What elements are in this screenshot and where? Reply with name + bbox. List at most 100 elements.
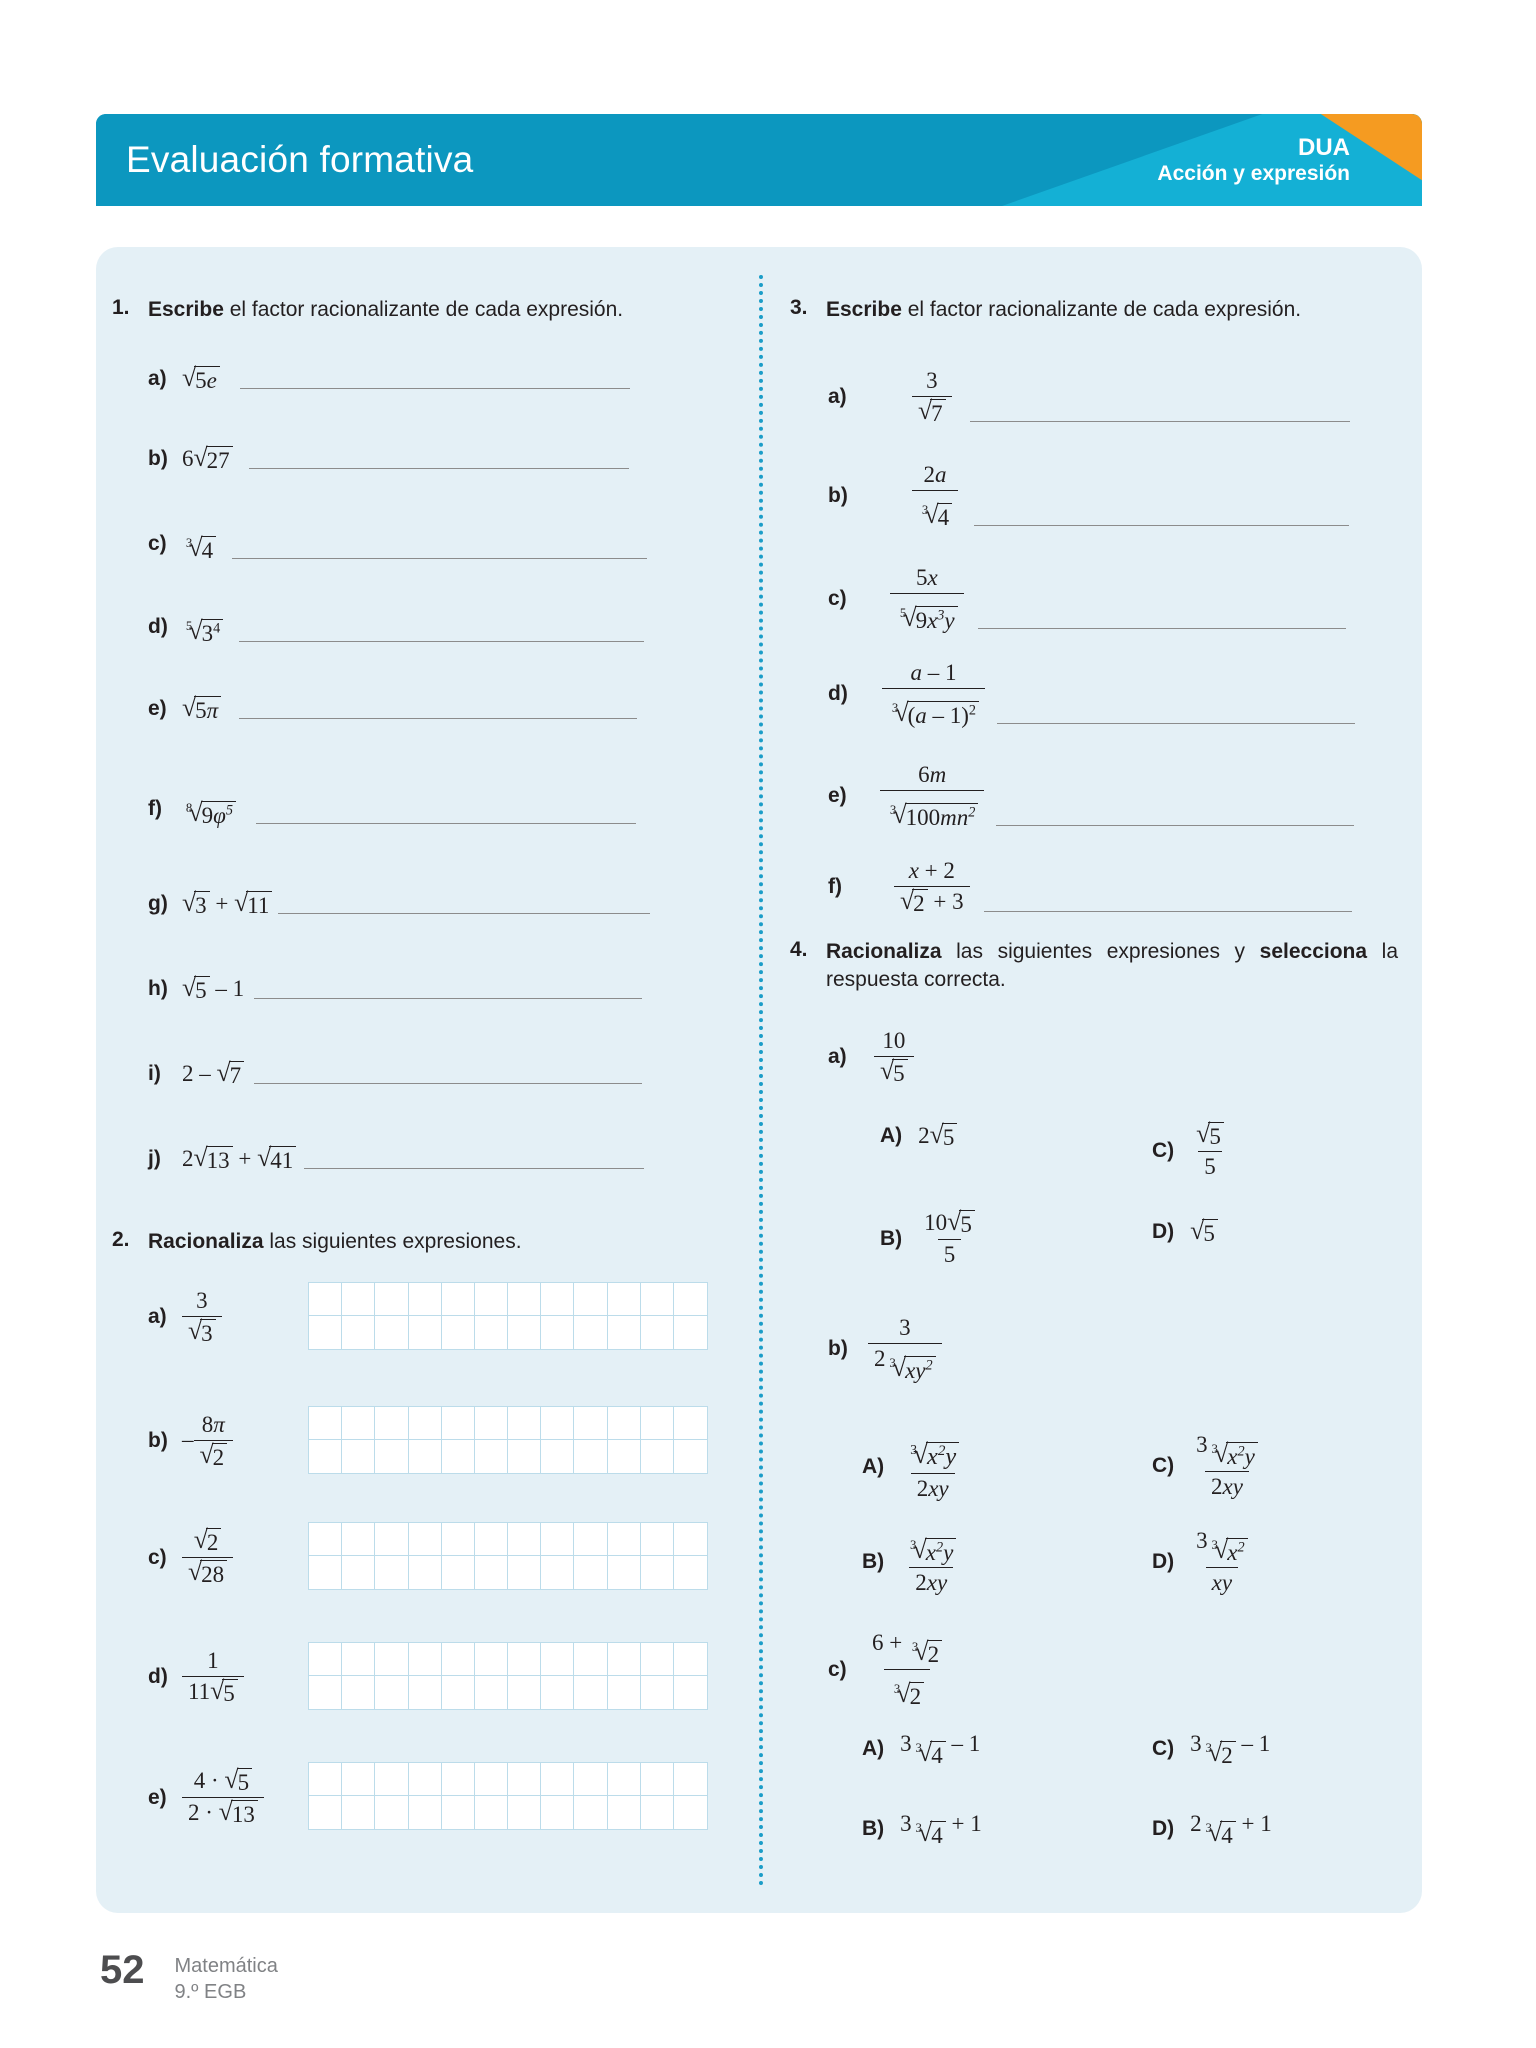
grid-cell[interactable]: [673, 1283, 707, 1316]
grid-cell[interactable]: [574, 1643, 608, 1676]
grid-cell[interactable]: [309, 1796, 343, 1829]
grid-cell[interactable]: [375, 1440, 409, 1473]
option-4a-C[interactable]: C) √ 5 5: [1152, 1120, 1230, 1180]
answer-grid-2d[interactable]: [308, 1642, 708, 1710]
option-4b-D[interactable]: D) 3 3 √ x2 xy: [1152, 1528, 1254, 1596]
grid-cell[interactable]: [574, 1796, 608, 1829]
grid-cell[interactable]: [541, 1440, 575, 1473]
grid-cell[interactable]: [409, 1316, 442, 1349]
grid-cell[interactable]: [508, 1407, 542, 1440]
grid-cell[interactable]: [607, 1523, 641, 1556]
grid-cell[interactable]: [508, 1556, 542, 1589]
grid-cell[interactable]: [375, 1283, 409, 1316]
grid-cell[interactable]: [574, 1407, 608, 1440]
grid-cell[interactable]: [674, 1556, 707, 1589]
grid-cell[interactable]: [641, 1316, 674, 1349]
grid-cell[interactable]: [475, 1556, 508, 1589]
grid-cell[interactable]: [375, 1643, 409, 1676]
grid-cell[interactable]: [475, 1440, 508, 1473]
grid-cell[interactable]: [309, 1643, 343, 1676]
option-4b-B[interactable]: B) 3 √ x2y 2xy: [862, 1528, 962, 1596]
option-4a-A[interactable]: A) 2 √ 5: [880, 1121, 958, 1150]
grid-cell[interactable]: [375, 1316, 409, 1349]
option-4b-A[interactable]: A) 3 √ x2y 2xy: [862, 1432, 965, 1502]
grid-cell[interactable]: [442, 1316, 475, 1349]
grid-cell[interactable]: [342, 1796, 376, 1829]
grid-cell[interactable]: [408, 1523, 442, 1556]
grid-cell[interactable]: [608, 1676, 641, 1709]
answer-line-3b[interactable]: [974, 525, 1350, 527]
grid-cell[interactable]: [508, 1796, 542, 1829]
grid-cell[interactable]: [375, 1763, 409, 1796]
grid-cell[interactable]: [674, 1440, 707, 1473]
grid-cell[interactable]: [309, 1763, 343, 1796]
grid-cell[interactable]: [574, 1556, 608, 1589]
grid-cell[interactable]: [607, 1763, 641, 1796]
grid-cell[interactable]: [342, 1763, 376, 1796]
grid-cell[interactable]: [342, 1643, 376, 1676]
grid-cell[interactable]: [342, 1523, 376, 1556]
answer-line-1h[interactable]: [254, 998, 643, 1000]
answer-line-1a[interactable]: [239, 388, 630, 390]
option-4c-A[interactable]: A) 3 3 √ 4 – 1: [862, 1730, 980, 1768]
grid-cell[interactable]: [442, 1676, 475, 1709]
grid-cell[interactable]: [541, 1523, 575, 1556]
answer-line-3c[interactable]: [977, 628, 1346, 630]
grid-cell[interactable]: [309, 1676, 343, 1709]
grid-cell[interactable]: [442, 1796, 475, 1829]
option-4c-C[interactable]: C) 3 3 √ 2 – 1: [1152, 1730, 1270, 1768]
grid-cell[interactable]: [474, 1283, 508, 1316]
grid-cell[interactable]: [574, 1316, 608, 1349]
grid-cell[interactable]: [309, 1407, 343, 1440]
grid-cell[interactable]: [508, 1316, 542, 1349]
grid-cell[interactable]: [607, 1283, 641, 1316]
grid-cell[interactable]: [474, 1407, 508, 1440]
grid-cell[interactable]: [607, 1643, 641, 1676]
grid-cell[interactable]: [408, 1283, 442, 1316]
grid-cell[interactable]: [574, 1523, 608, 1556]
grid-cell[interactable]: [673, 1643, 707, 1676]
grid-cell[interactable]: [342, 1676, 376, 1709]
grid-cell[interactable]: [474, 1643, 508, 1676]
grid-cell[interactable]: [640, 1407, 674, 1440]
option-4c-B[interactable]: B) 3 3 √ 4 + 1: [862, 1810, 982, 1848]
grid-cell[interactable]: [674, 1316, 707, 1349]
grid-cell[interactable]: [541, 1556, 575, 1589]
answer-grid-2a[interactable]: [308, 1282, 708, 1350]
grid-cell[interactable]: [574, 1676, 608, 1709]
grid-cell[interactable]: [608, 1316, 641, 1349]
grid-cell[interactable]: [574, 1283, 608, 1316]
grid-cell[interactable]: [541, 1763, 575, 1796]
grid-cell[interactable]: [608, 1440, 641, 1473]
grid-cell[interactable]: [574, 1763, 608, 1796]
grid-cell[interactable]: [342, 1440, 376, 1473]
grid-cell[interactable]: [640, 1643, 674, 1676]
grid-cell[interactable]: [342, 1556, 376, 1589]
grid-cell[interactable]: [508, 1440, 542, 1473]
grid-cell[interactable]: [441, 1523, 475, 1556]
option-4c-D[interactable]: D) 2 3 √ 4 + 1: [1152, 1810, 1272, 1848]
grid-cell[interactable]: [607, 1407, 641, 1440]
answer-line-1d[interactable]: [239, 641, 645, 643]
answer-line-3a[interactable]: [969, 421, 1350, 423]
grid-cell[interactable]: [641, 1556, 674, 1589]
grid-cell[interactable]: [640, 1523, 674, 1556]
grid-cell[interactable]: [541, 1283, 575, 1316]
grid-cell[interactable]: [508, 1676, 542, 1709]
grid-cell[interactable]: [508, 1283, 542, 1316]
grid-cell[interactable]: [475, 1796, 508, 1829]
grid-cell[interactable]: [508, 1523, 542, 1556]
grid-cell[interactable]: [508, 1763, 542, 1796]
answer-line-1c[interactable]: [232, 558, 648, 560]
grid-cell[interactable]: [541, 1316, 575, 1349]
grid-cell[interactable]: [309, 1316, 343, 1349]
grid-cell[interactable]: [673, 1523, 707, 1556]
grid-cell[interactable]: [375, 1523, 409, 1556]
option-4b-C[interactable]: C) 3 3 √ x2y 2xy: [1152, 1432, 1264, 1500]
grid-cell[interactable]: [342, 1316, 376, 1349]
grid-cell[interactable]: [673, 1763, 707, 1796]
grid-cell[interactable]: [441, 1763, 475, 1796]
grid-cell[interactable]: [674, 1796, 707, 1829]
grid-cell[interactable]: [441, 1643, 475, 1676]
option-4a-D[interactable]: D) √ 5: [1152, 1217, 1218, 1246]
